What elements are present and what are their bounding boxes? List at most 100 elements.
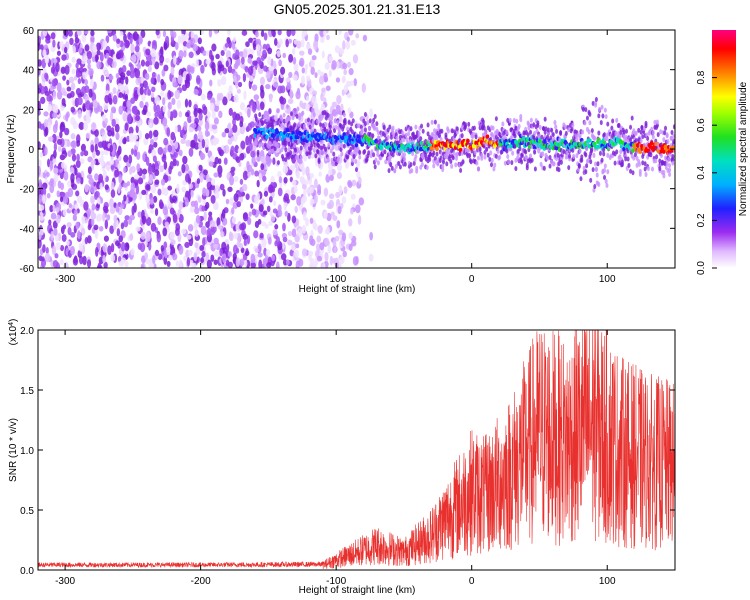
heatmap-cell <box>237 81 243 88</box>
heatmap-cell <box>117 186 121 194</box>
heatmap-cell <box>319 242 325 251</box>
heatmap-cell <box>90 121 97 132</box>
snr-y-tick-label: 0.5 <box>20 506 34 517</box>
heatmap-cell <box>118 174 123 184</box>
heatmap-cell <box>571 122 575 128</box>
heatmap-cell <box>668 172 672 178</box>
heatmap-cell <box>263 32 268 41</box>
heatmap-cell <box>524 149 528 155</box>
heatmap-cell <box>94 54 99 63</box>
heatmap-cell <box>320 138 324 144</box>
heatmap-cell <box>620 162 624 168</box>
heatmap-cell <box>578 148 582 154</box>
heatmap-cell <box>350 39 356 46</box>
spectrogram-y-tick-label: 0 <box>28 145 34 156</box>
heatmap-cell <box>251 208 257 216</box>
heatmap-cell <box>367 150 371 156</box>
heatmap-cell <box>227 251 232 258</box>
heatmap-cell <box>85 108 90 119</box>
heatmap-cell <box>238 161 242 168</box>
heatmap-cell <box>280 85 286 94</box>
heatmap-cell <box>347 181 353 188</box>
heatmap-cell <box>626 156 630 162</box>
heatmap-cell <box>164 221 170 227</box>
heatmap-cell <box>314 194 318 204</box>
heatmap-cell <box>567 165 571 171</box>
heatmap-cell <box>245 193 250 200</box>
heatmap-cell <box>76 153 80 162</box>
heatmap-cell <box>55 241 61 251</box>
heatmap-cell <box>55 214 61 224</box>
heatmap-cell <box>178 49 184 60</box>
heatmap-cell <box>213 117 219 125</box>
heatmap-cell <box>250 262 256 268</box>
heatmap-cell <box>605 182 609 188</box>
heatmap-cell <box>245 135 250 146</box>
heatmap-cell <box>323 126 327 132</box>
heatmap-cell <box>671 153 675 159</box>
heatmap-cell <box>485 146 489 152</box>
heatmap-cell <box>87 235 92 244</box>
colorbar-tick-label: 0.4 <box>696 165 707 179</box>
heatmap-cell <box>179 130 185 136</box>
heatmap-cell <box>39 44 44 50</box>
heatmap-cell <box>338 116 343 123</box>
heatmap-cell <box>148 122 153 129</box>
heatmap-cell <box>269 210 273 217</box>
heatmap-cell <box>391 152 395 158</box>
heatmap-cell <box>329 255 334 266</box>
heatmap-cell <box>69 90 75 98</box>
spectrogram-y-tick-label: 40 <box>23 66 35 77</box>
heatmap-cell <box>48 219 52 226</box>
heatmap-cell <box>373 114 377 120</box>
heatmap-cell <box>56 90 63 100</box>
heatmap-cell <box>232 244 238 255</box>
heatmap-cell <box>160 78 165 86</box>
heatmap-cell <box>144 252 149 260</box>
heatmap-cell <box>170 144 176 154</box>
heatmap-cell <box>45 246 49 255</box>
heatmap-cell <box>86 208 92 217</box>
heatmap-cell <box>316 109 321 116</box>
heatmap-cell <box>218 110 223 119</box>
heatmap-cell <box>273 38 278 46</box>
heatmap-cell <box>265 249 271 257</box>
heatmap-cell <box>474 134 478 140</box>
heatmap-cell <box>226 30 231 36</box>
heatmap-cell <box>441 164 445 170</box>
heatmap-cell <box>126 99 132 109</box>
heatmap-cell <box>143 137 149 146</box>
heatmap-cell <box>315 119 319 125</box>
heatmap-cell <box>217 146 222 153</box>
heatmap-cell <box>62 75 67 81</box>
heatmap-cell <box>162 206 169 216</box>
heatmap-cell <box>425 165 429 171</box>
heatmap-cell <box>63 262 69 268</box>
heatmap-cell <box>372 117 376 123</box>
heatmap-cell <box>233 94 239 103</box>
heatmap-cell <box>317 224 323 234</box>
heatmap-cell <box>338 185 343 195</box>
heatmap-cell <box>151 71 156 78</box>
heatmap-cell <box>606 121 610 127</box>
heatmap-cell <box>334 45 340 54</box>
heatmap-cell <box>154 179 160 185</box>
heatmap-cell <box>316 235 322 243</box>
heatmap-cell <box>239 121 244 128</box>
heatmap-cell <box>604 114 608 120</box>
heatmap-cell <box>363 112 367 118</box>
heatmap-cell <box>341 232 347 242</box>
heatmap-cell <box>603 168 607 174</box>
heatmap-cell <box>81 33 87 43</box>
heatmap-cell <box>282 236 288 243</box>
heatmap-cell <box>87 223 92 231</box>
heatmap-cell <box>286 30 292 37</box>
heatmap-cell <box>358 197 365 206</box>
heatmap-cell <box>53 149 57 159</box>
heatmap-cell <box>294 249 300 258</box>
heatmap-cell <box>580 157 584 163</box>
heatmap-cell <box>76 30 82 36</box>
heatmap-cell <box>227 138 233 145</box>
heatmap-cell <box>64 127 70 136</box>
heatmap-cell <box>167 109 171 119</box>
